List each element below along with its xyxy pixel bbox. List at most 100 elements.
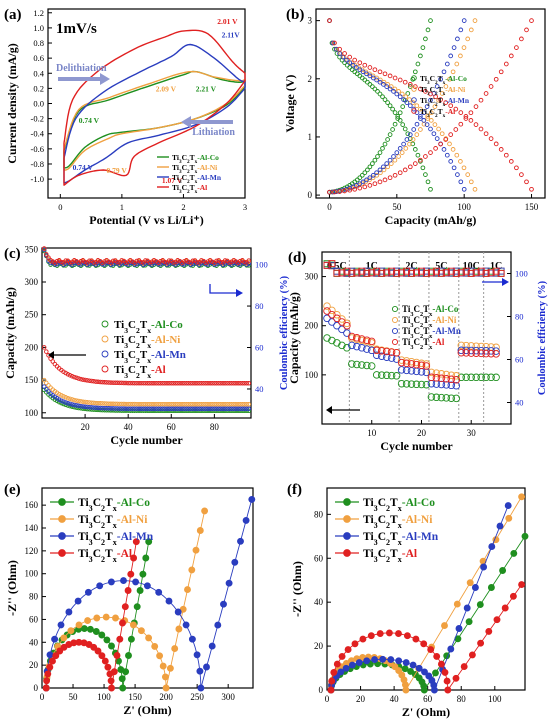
capacity-point-mn <box>44 386 49 392</box>
charge-point-al <box>443 137 449 142</box>
discharge-point-mn <box>414 110 420 115</box>
ce-point-al <box>227 260 232 265</box>
capacity-point-al <box>84 378 90 383</box>
x-tick-label: 20 <box>81 422 91 432</box>
charge-point-mn <box>458 27 464 33</box>
eis-point-ni <box>102 613 110 621</box>
capacity-point-mn <box>91 405 96 410</box>
ce-point-ni <box>222 259 228 265</box>
legend-marker <box>391 327 399 335</box>
x-tick-label: 10 <box>367 428 377 438</box>
eis-point-co <box>139 570 147 578</box>
eis-point-mn <box>471 584 479 591</box>
capacity-point-ni <box>188 402 193 407</box>
capacity-point-ni <box>65 395 71 401</box>
legend-marker <box>411 108 417 114</box>
legend-label: Ti3C2Tx-Al-Mn <box>172 173 222 185</box>
charge-point-al <box>438 141 443 147</box>
discharge-point-ni <box>472 186 478 192</box>
discharge-point-al <box>529 186 534 192</box>
capacity-point-al <box>184 381 189 386</box>
capacity-point-ni <box>121 401 127 407</box>
ce-point-al <box>166 258 172 263</box>
charge-point-al <box>478 97 484 103</box>
capacity-point-ni <box>72 397 77 403</box>
capacity-point-ni <box>422 360 431 368</box>
capacity-point-mn <box>69 402 75 407</box>
y-tick-label: 0 <box>34 683 39 693</box>
eis-point-mn <box>387 656 395 664</box>
capacity-point-mn <box>61 399 66 404</box>
eis-point-co <box>127 635 135 643</box>
ce-point-al <box>186 259 191 265</box>
right-axis-arrow-head <box>502 278 509 286</box>
eis-point-al <box>116 635 124 643</box>
capacity-point-mn <box>242 406 247 412</box>
capacity-point-al <box>372 346 381 355</box>
discharge-point-co <box>354 71 360 77</box>
capacity-point-mn <box>56 397 62 402</box>
charge-point-mn <box>377 167 383 173</box>
charge-point-mn <box>381 164 386 170</box>
eis-point-al <box>52 652 60 660</box>
discharge-point-ni <box>414 103 420 109</box>
capacity-point-ni <box>169 402 174 407</box>
capacity-point-mn <box>87 404 92 410</box>
ce-point-ni <box>199 259 204 265</box>
capacity-point-al <box>402 359 411 368</box>
eis-point-co <box>487 584 495 591</box>
capacity-point-al <box>141 380 146 386</box>
eis-point-al <box>403 632 411 640</box>
capacity-point-ni <box>128 401 133 407</box>
ce-point-al <box>323 261 331 269</box>
capacity-point-ni <box>343 319 351 328</box>
eis-point-al <box>110 668 118 676</box>
discharge-point-al <box>337 46 342 52</box>
capacity-point-mn <box>108 406 114 411</box>
eis-point-al <box>127 570 135 578</box>
capacity-point-mn <box>387 354 396 362</box>
discharge-point-co <box>352 69 358 75</box>
ce-point-al <box>119 258 124 263</box>
eis-point-al <box>385 629 393 637</box>
capacity-point-al <box>417 361 426 370</box>
capacity-point-mn <box>233 406 239 412</box>
capacity-point-mn <box>169 406 174 412</box>
capacity-point-co <box>387 371 396 380</box>
legend-marker <box>58 515 66 523</box>
eis-point-mn <box>203 663 210 671</box>
ce-point-al <box>153 259 159 264</box>
legend-marker <box>101 320 109 328</box>
charge-point-ni <box>396 154 401 159</box>
capacity-point-ni <box>46 383 51 388</box>
capacity-point-ni <box>207 402 213 407</box>
y2-tick-label: 80 <box>515 312 524 322</box>
discharge-point-ni <box>454 152 460 158</box>
capacity-point-mn <box>244 406 249 412</box>
ce-point-al <box>158 258 163 264</box>
ce-point-al <box>194 260 200 265</box>
charge-point-al <box>514 45 519 50</box>
eis-point-al <box>351 640 359 648</box>
capacity-point-mn <box>74 403 79 408</box>
legend-marker <box>101 335 109 343</box>
capacity-point-mn <box>209 406 215 412</box>
capacity-point-ni <box>123 401 129 407</box>
legend-label: Ti3C2Tx-Al-Ni <box>402 315 457 329</box>
ce-point-al <box>378 269 386 277</box>
capacity-point-mn <box>328 318 336 326</box>
capacity-point-ni <box>333 310 341 319</box>
capacity-point-al <box>192 381 198 386</box>
capacity-point-al <box>412 360 421 369</box>
charge-point-ni <box>367 177 372 183</box>
rate-label: 10C <box>463 261 480 272</box>
capacity-point-ni <box>119 401 124 407</box>
eis-point-mn <box>430 686 438 694</box>
plot-frame <box>321 251 512 425</box>
eis-point-co <box>420 686 428 694</box>
eis-point-al <box>333 660 341 668</box>
eis-point-al <box>395 630 402 638</box>
capacity-point-ni <box>97 401 103 406</box>
legend-marker <box>391 316 399 324</box>
ce-point-al <box>398 269 406 277</box>
